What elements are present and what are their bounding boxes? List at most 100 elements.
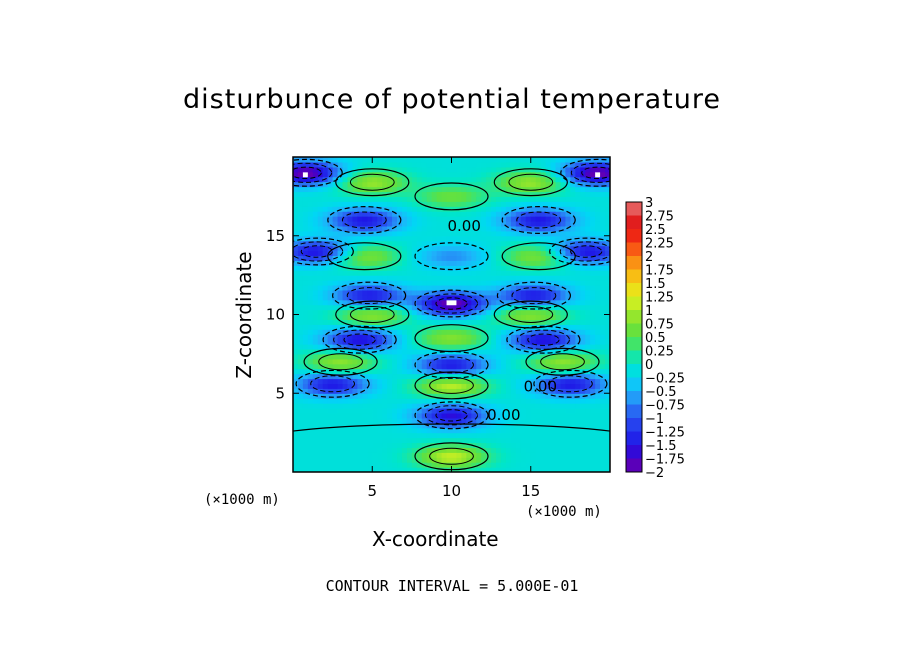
field-cell (550, 358, 557, 365)
field-cell (302, 412, 309, 419)
field-cell (530, 363, 537, 370)
field-cell (466, 344, 472, 350)
field-cell (600, 206, 606, 212)
field-cell (560, 280, 567, 286)
field-cell (307, 412, 314, 419)
field-cell (426, 348, 433, 355)
field-cell (357, 181, 363, 188)
field-cell (441, 230, 448, 237)
field-cell (327, 378, 334, 384)
field-cell (550, 467, 557, 472)
field-cell (545, 339, 552, 345)
field-cell (352, 255, 358, 261)
field-cell (535, 398, 542, 404)
field-cell (327, 206, 334, 212)
field-cell (525, 314, 532, 321)
field-cell (297, 452, 304, 458)
field-cell (337, 255, 344, 261)
field-cell (545, 437, 552, 444)
field-cell (605, 344, 610, 350)
field-cell (590, 329, 596, 335)
field-cell (397, 403, 403, 409)
field-cell (342, 348, 349, 355)
field-cell (411, 166, 418, 173)
field-cell (297, 432, 304, 439)
field-cell (426, 432, 433, 439)
field-cell (496, 378, 502, 384)
field-cell (456, 245, 462, 252)
field-cell (550, 348, 557, 355)
field-cell (501, 348, 507, 355)
field-cell (515, 442, 522, 448)
field-cell (461, 230, 467, 237)
field-cell (401, 363, 408, 370)
field-cell (520, 255, 527, 261)
field-cell (560, 339, 567, 345)
field-cell (411, 206, 418, 212)
field-cell (406, 309, 413, 316)
field-cell (585, 334, 591, 340)
field-cell (550, 422, 557, 429)
positive-contour (349, 306, 395, 323)
field-cell (520, 408, 527, 414)
field-cell (416, 181, 423, 188)
field-cell (436, 412, 443, 419)
field-cell (347, 314, 354, 321)
field-cell (307, 324, 314, 330)
field-cell (293, 186, 299, 193)
field-cell (327, 344, 334, 350)
field-cell (451, 275, 458, 281)
field-cell (491, 225, 497, 232)
field-cell (431, 408, 438, 414)
field-cell (372, 373, 378, 380)
field-cell (481, 467, 487, 472)
field-cell (471, 211, 477, 217)
field-cell (585, 398, 591, 404)
field-cell (570, 353, 576, 360)
field-cell (570, 201, 576, 207)
field-cell (471, 467, 477, 472)
field-cell (401, 324, 408, 330)
field-cell (461, 225, 467, 232)
field-cell (297, 280, 304, 286)
field-cell (317, 447, 324, 453)
field-cell (545, 398, 552, 404)
field-cell (501, 432, 507, 439)
field-cell (560, 417, 567, 424)
field-cell (461, 245, 467, 252)
field-cell (302, 225, 309, 232)
field-cell (382, 329, 388, 335)
field-cell (426, 427, 433, 434)
field-cell (466, 319, 472, 325)
field-cell (535, 309, 542, 316)
field-cell (421, 181, 428, 188)
field-cell (441, 368, 448, 375)
field-cell (302, 289, 309, 296)
field-cell (466, 240, 472, 247)
field-cell (382, 275, 388, 281)
field-cell (585, 196, 591, 202)
field-cell (510, 383, 517, 389)
field-cell (525, 157, 532, 163)
field-cell (332, 201, 339, 207)
field-cell (436, 201, 443, 207)
field-cell (595, 314, 601, 321)
field-cell (322, 275, 329, 281)
colorbar-label: −2 (645, 466, 664, 481)
field-cell (347, 171, 354, 178)
field-cell (337, 314, 344, 321)
field-cell (505, 280, 512, 286)
field-cell (362, 417, 368, 424)
field-cell (332, 157, 339, 163)
field-cell (515, 191, 522, 197)
field-cell (431, 398, 438, 404)
field-cell (411, 368, 418, 375)
field-cell (575, 432, 581, 439)
field-cell (510, 157, 517, 163)
field-cell (476, 457, 482, 463)
field-cell (372, 412, 378, 419)
field-cell (406, 334, 413, 340)
field-cell (481, 334, 487, 340)
field-cell (377, 275, 383, 281)
field-cell (515, 462, 522, 468)
